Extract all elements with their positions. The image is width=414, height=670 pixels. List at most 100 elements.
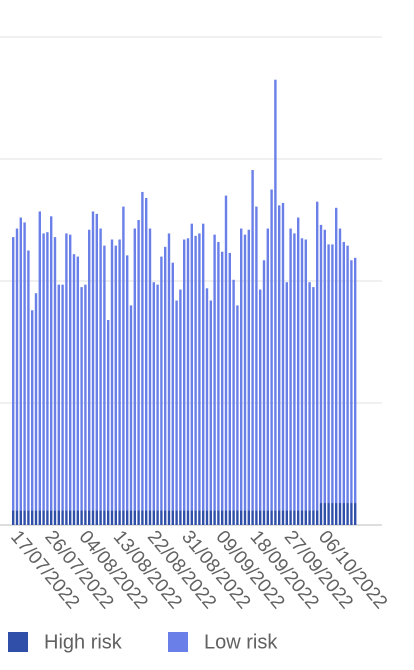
bar: [335, 503, 338, 525]
bar: [84, 284, 87, 511]
bar: [38, 510, 41, 525]
bar: [354, 257, 357, 504]
bar: [126, 255, 129, 511]
bar: [46, 232, 49, 511]
bar: [114, 245, 117, 511]
bar: [110, 239, 114, 511]
bar: [255, 206, 258, 511]
bar: [224, 510, 228, 525]
bar: [88, 229, 91, 511]
bar: [19, 510, 22, 525]
bar: [342, 241, 345, 504]
bar: [224, 195, 228, 511]
bar: [152, 282, 155, 511]
bar: [251, 169, 254, 511]
bar: [23, 510, 26, 525]
bar: [350, 503, 353, 525]
bar: [304, 239, 307, 511]
bar: [217, 241, 220, 511]
bar: [15, 510, 19, 525]
bar: [243, 510, 247, 525]
bar: [91, 211, 95, 511]
bar: [221, 251, 224, 511]
bar: [327, 244, 330, 504]
bar: [129, 305, 133, 511]
bar: [148, 228, 152, 511]
bar: [31, 310, 34, 511]
bar: [308, 510, 311, 525]
bar: [346, 503, 349, 525]
bar: [186, 238, 190, 511]
bars: [12, 79, 357, 525]
bar: [312, 510, 315, 525]
bar: [346, 245, 349, 504]
legend-swatch: [8, 632, 28, 652]
bar: [262, 260, 266, 511]
bar: [171, 510, 174, 525]
bar: [76, 256, 79, 511]
bar: [69, 510, 72, 525]
bar: [145, 198, 148, 511]
bar: [99, 510, 102, 525]
bar: [338, 228, 342, 504]
bar: [209, 300, 212, 511]
bar: [293, 233, 296, 511]
bar: [205, 510, 209, 525]
bar: [240, 510, 243, 525]
legend-label: Low risk: [204, 631, 278, 653]
bar: [50, 510, 53, 525]
bar: [183, 510, 186, 525]
bar: [251, 510, 254, 525]
bar: [76, 510, 79, 525]
bar: [327, 503, 330, 525]
legend-label: High risk: [44, 631, 123, 653]
bar: [80, 510, 83, 525]
bar: [278, 205, 281, 511]
bar: [194, 510, 197, 525]
bar: [209, 510, 212, 525]
bar: [53, 510, 57, 525]
bar: [141, 510, 144, 525]
bar: [240, 228, 243, 511]
bar: [122, 510, 125, 525]
bar: [65, 233, 68, 511]
bar: [205, 288, 209, 511]
bar: [285, 510, 288, 525]
bar: [247, 229, 250, 511]
bar: [167, 233, 171, 511]
bar: [103, 510, 106, 525]
bar: [110, 510, 114, 525]
bar: [316, 201, 319, 511]
bar: [160, 510, 163, 525]
bar: [259, 289, 262, 511]
bar: [38, 211, 41, 511]
bar: [202, 223, 205, 511]
bar: [335, 207, 338, 504]
bar: [297, 510, 300, 525]
bar: [95, 510, 98, 525]
legend: High risk Low risk: [8, 631, 278, 653]
bar: [80, 287, 83, 511]
bar: [285, 282, 288, 511]
bar: [171, 262, 174, 511]
bar: [300, 238, 304, 511]
bar: [137, 510, 140, 525]
bar: [23, 222, 26, 511]
bar: [221, 510, 224, 525]
bar: [194, 235, 197, 511]
bar: [300, 510, 304, 525]
bar: [42, 510, 45, 525]
bar: [228, 252, 231, 511]
bar: [266, 228, 269, 511]
bar: [190, 510, 193, 525]
bar: [202, 510, 205, 525]
bar: [107, 320, 110, 511]
bar: [95, 213, 98, 511]
bar: [57, 284, 60, 511]
bar: [338, 503, 342, 525]
bar: [266, 510, 269, 525]
bar: [243, 234, 247, 511]
bar: [232, 510, 235, 525]
bar: [289, 510, 292, 525]
bar: [342, 503, 345, 525]
